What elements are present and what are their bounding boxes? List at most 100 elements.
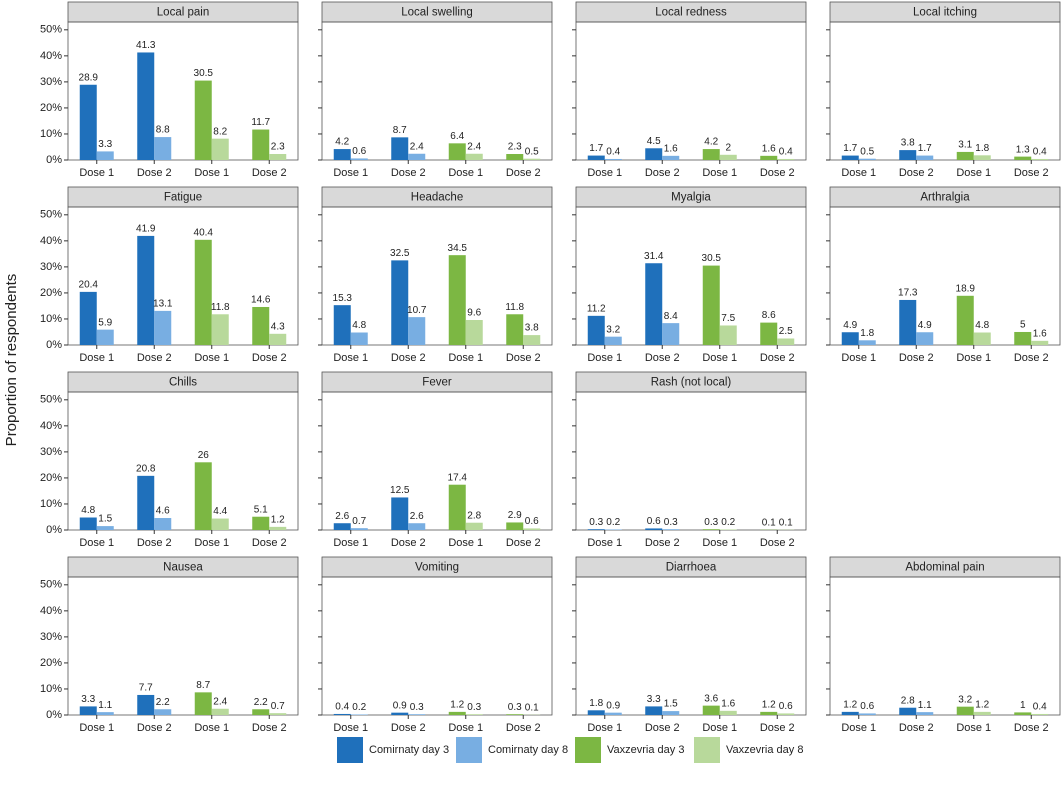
- x-tick-label: Dose 1: [333, 537, 368, 549]
- bar: [645, 148, 663, 160]
- bar: [211, 708, 229, 715]
- bar: [448, 143, 466, 160]
- bar: [662, 711, 680, 715]
- y-tick-label: 0%: [46, 709, 62, 721]
- value-label: 2.6: [335, 511, 349, 522]
- value-label: 3.6: [704, 693, 718, 704]
- bar: [1014, 712, 1032, 715]
- value-label: 1.6: [664, 143, 678, 154]
- bar: [465, 320, 483, 345]
- value-label: 3.8: [901, 138, 915, 149]
- panel-title: Local swelling: [401, 7, 473, 19]
- value-label: 1.2: [271, 515, 285, 526]
- bar: [841, 711, 859, 715]
- bar: [194, 80, 212, 160]
- bar: [79, 517, 97, 530]
- bar: [506, 314, 524, 345]
- value-label: 0.1: [779, 517, 793, 528]
- value-label: 11.7: [251, 117, 270, 128]
- value-label: 0.6: [860, 701, 874, 712]
- bar: [662, 529, 680, 530]
- bar: [956, 706, 974, 715]
- value-label: 1.6: [1033, 328, 1047, 339]
- value-label: 6.4: [450, 131, 464, 142]
- x-tick-label: Dose 1: [333, 167, 368, 179]
- bar: [269, 154, 287, 160]
- value-label: 2.8: [901, 695, 915, 706]
- bar: [211, 138, 229, 160]
- x-tick-label: Dose 2: [645, 537, 680, 549]
- legend-label: Comirnaty day 8: [488, 744, 568, 756]
- value-label: 2: [725, 142, 731, 153]
- y-tick-label: 50%: [40, 579, 62, 591]
- bar: [899, 150, 917, 160]
- value-label: 1.1: [98, 700, 112, 711]
- bar: [702, 149, 720, 160]
- value-label: 1: [1020, 700, 1026, 711]
- x-tick-label: Dose 1: [841, 352, 876, 364]
- bar: [587, 710, 605, 715]
- value-label: 0.6: [525, 516, 539, 527]
- legend-swatch: [337, 737, 363, 763]
- bar: [96, 329, 114, 345]
- x-tick-label: Dose 1: [448, 167, 483, 179]
- bar: [269, 713, 287, 715]
- bar: [154, 709, 172, 715]
- y-tick-label: 10%: [40, 313, 62, 325]
- bar: [391, 712, 409, 715]
- bar: [760, 711, 778, 715]
- value-label: 0.2: [721, 517, 735, 528]
- bar: [408, 714, 426, 715]
- x-tick-label: Dose 1: [79, 722, 114, 734]
- legend-label: Vaxzevria day 3: [607, 744, 684, 756]
- x-tick-label: Dose 1: [956, 167, 991, 179]
- bar: [391, 497, 409, 530]
- x-tick-label: Dose 1: [587, 722, 622, 734]
- value-label: 15.3: [333, 293, 353, 304]
- value-label: 2.9: [508, 510, 522, 521]
- bar: [96, 526, 114, 530]
- value-label: 1.5: [664, 699, 678, 710]
- legend-swatch: [575, 737, 601, 763]
- value-label: 7.5: [721, 313, 735, 324]
- bar: [137, 235, 155, 345]
- value-label: 1.2: [975, 700, 989, 711]
- y-tick-label: 20%: [40, 472, 62, 484]
- bar: [269, 526, 287, 530]
- value-label: 0.5: [860, 146, 874, 157]
- x-tick-label: Dose 1: [587, 167, 622, 179]
- x-tick-label: Dose 1: [841, 722, 876, 734]
- x-tick-label: Dose 1: [702, 537, 737, 549]
- value-label: 4.3: [271, 321, 285, 332]
- bar: [465, 522, 483, 530]
- bar: [899, 299, 917, 345]
- value-label: 0.3: [589, 517, 603, 528]
- bar: [858, 340, 876, 345]
- x-tick-label: Dose 1: [79, 352, 114, 364]
- bar: [956, 151, 974, 160]
- bar: [719, 325, 737, 345]
- bar: [1014, 156, 1032, 160]
- bar: [211, 314, 229, 345]
- x-tick-label: Dose 2: [899, 167, 934, 179]
- value-label: 5: [1020, 320, 1026, 331]
- bar: [269, 333, 287, 345]
- y-tick-label: 30%: [40, 446, 62, 458]
- value-label: 1.2: [450, 700, 464, 711]
- bar: [858, 158, 876, 160]
- y-tick-label: 50%: [40, 24, 62, 36]
- y-tick-label: 10%: [40, 128, 62, 140]
- value-label: 0.6: [352, 146, 366, 157]
- x-tick-label: Dose 1: [194, 537, 229, 549]
- value-label: 3.1: [958, 140, 972, 151]
- value-label: 5.9: [98, 317, 112, 328]
- value-label: 5.1: [254, 504, 268, 515]
- value-label: 0.4: [1033, 147, 1047, 158]
- x-tick-label: Dose 2: [1014, 722, 1049, 734]
- panel-title: Headache: [411, 192, 463, 204]
- value-label: 0.3: [410, 702, 424, 713]
- panel-title: Local redness: [655, 7, 727, 19]
- y-tick-label: 20%: [40, 657, 62, 669]
- value-label: 31.4: [644, 251, 664, 262]
- x-tick-label: Dose 1: [194, 167, 229, 179]
